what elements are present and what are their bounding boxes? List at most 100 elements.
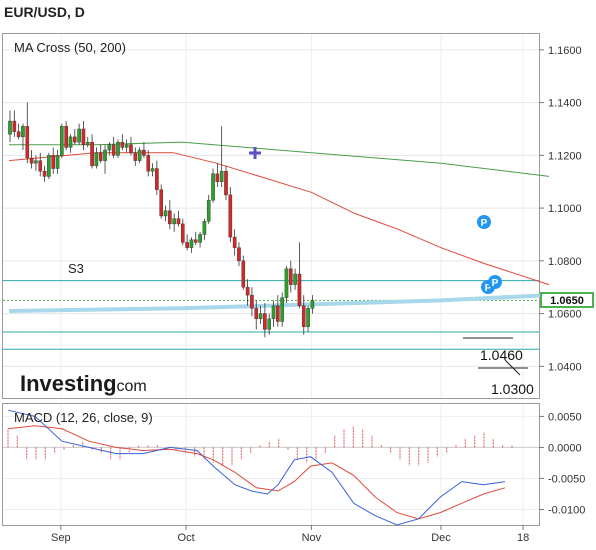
- candle-body: [189, 239, 194, 248]
- macd-label: MACD (12, 26, close, 9): [14, 410, 153, 425]
- current-price-badge: 1.0650: [540, 292, 594, 308]
- candle-body: [124, 144, 129, 148]
- candle-body: [254, 308, 259, 320]
- svg-text:P: P: [492, 278, 499, 289]
- candle-body: [150, 168, 155, 172]
- svg-text:P: P: [485, 283, 492, 294]
- candle: [185, 234, 189, 251]
- candle-body: [172, 218, 176, 225]
- candle-body: [219, 170, 224, 182]
- candle: [232, 229, 237, 256]
- candle: [224, 165, 228, 201]
- candle: [155, 160, 159, 195]
- candle-body: [180, 223, 185, 243]
- candle: [180, 218, 185, 246]
- crosshair-marker: [249, 147, 261, 159]
- candle-body: [206, 199, 211, 222]
- candle-body: [42, 170, 47, 177]
- candle: [206, 194, 211, 224]
- candle-body: [267, 318, 272, 330]
- candle-body: [98, 152, 103, 161]
- candle: [228, 186, 233, 243]
- x-tick-label: Nov: [302, 532, 322, 544]
- candle: [258, 305, 263, 325]
- candle: [34, 155, 38, 172]
- candle-body: [72, 136, 77, 143]
- candle: [133, 147, 138, 166]
- price-tick-label: 1.1400: [548, 98, 582, 110]
- price-panel-frame: [2, 33, 540, 399]
- candle: [60, 123, 64, 158]
- price-tick-label: 1.1200: [548, 150, 582, 162]
- candle: [146, 150, 151, 177]
- x-tick-label: Sep: [51, 532, 71, 544]
- candle-body: [29, 157, 34, 164]
- candle: [301, 295, 306, 335]
- candle-body: [202, 221, 207, 235]
- candle-body: [107, 144, 112, 151]
- candle-body: [64, 126, 68, 148]
- candle: [21, 123, 25, 151]
- candle: [202, 218, 207, 240]
- annotation-1-0300: 1.0300: [491, 381, 534, 397]
- price-tick-label: 1.1600: [548, 45, 582, 57]
- candle: [263, 303, 267, 338]
- svg-text:Investing: Investing: [20, 371, 117, 396]
- candle: [72, 128, 77, 145]
- candle-body: [16, 131, 21, 138]
- macd-line: [7, 409, 506, 526]
- candle: [51, 147, 55, 174]
- candle: [12, 110, 17, 137]
- candle: [211, 168, 215, 203]
- candle-body: [90, 141, 94, 167]
- candle: [137, 147, 142, 164]
- candle-body: [228, 194, 233, 238]
- candle: [111, 136, 116, 158]
- candle-body: [103, 149, 107, 161]
- candle: [163, 205, 168, 222]
- candle: [8, 110, 12, 143]
- candle-body: [163, 210, 168, 217]
- x-tick-label: Dec: [431, 532, 451, 544]
- candle-body: [276, 305, 280, 322]
- candle-body: [306, 308, 310, 327]
- candle: [25, 102, 30, 164]
- candle-body: [146, 155, 151, 172]
- candle-body: [250, 294, 254, 309]
- candle-body: [142, 149, 146, 156]
- candle-body: [159, 189, 164, 217]
- candle: [237, 242, 241, 267]
- candle: [103, 144, 107, 174]
- candle: [254, 300, 259, 330]
- candle-body: [215, 173, 220, 182]
- candle-body: [129, 144, 133, 153]
- annotation-1-0460: 1.0460: [480, 347, 523, 363]
- candle-body: [245, 287, 250, 296]
- macd-tick-label: 0.0050: [548, 411, 582, 423]
- candle: [150, 163, 155, 177]
- pivot-marker[interactable]: P: [477, 215, 491, 229]
- candle-body: [211, 173, 215, 201]
- candle-body: [193, 239, 198, 243]
- candle: [94, 147, 99, 169]
- candle-body: [116, 141, 120, 156]
- ma-cross-label: MA Cross (50, 200): [14, 40, 126, 55]
- candle-body: [280, 297, 284, 322]
- candle: [85, 136, 90, 148]
- candle-body: [301, 305, 306, 327]
- price-tick-label: 1.1000: [548, 203, 582, 215]
- candle: [38, 152, 43, 177]
- candle: [219, 126, 224, 187]
- candle: [241, 255, 246, 290]
- candle-body: [271, 305, 276, 320]
- candle: [306, 305, 310, 333]
- candle: [293, 268, 297, 290]
- s3-label: S3: [68, 261, 84, 276]
- candle-body: [12, 120, 17, 132]
- investing-logo: Investing .com: [20, 371, 147, 396]
- candle-body: [263, 313, 267, 330]
- candle: [271, 300, 276, 327]
- candle: [98, 144, 103, 164]
- candle: [107, 142, 112, 156]
- pivot-marker[interactable]: P: [488, 275, 502, 289]
